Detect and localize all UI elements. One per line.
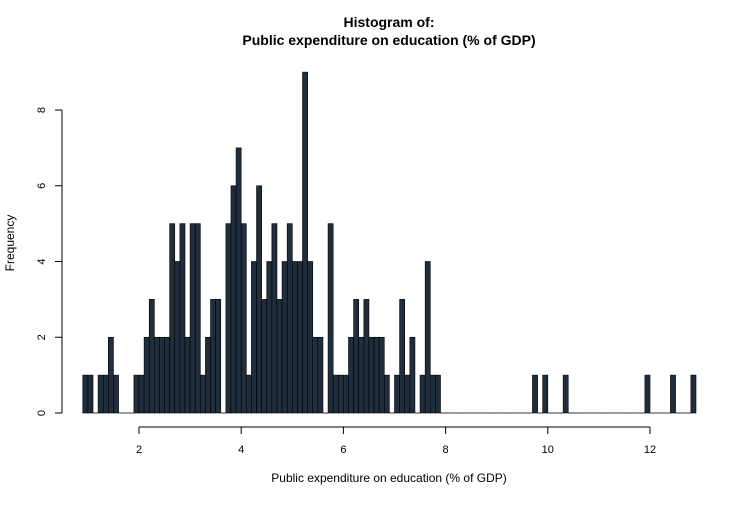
histogram-bar: [562, 374, 569, 414]
y-tick-label: 8: [36, 107, 48, 113]
histogram-bar: [240, 223, 247, 414]
histogram-bar: [87, 374, 94, 414]
histogram-bar: [138, 374, 145, 414]
histogram-bar: [312, 336, 319, 414]
histogram-bar: [261, 299, 268, 414]
histogram-bar: [317, 336, 324, 414]
histogram-bar: [200, 374, 206, 414]
histogram-bar: [644, 374, 651, 414]
histogram-bar: [363, 299, 370, 414]
histogram-bar: [235, 147, 242, 414]
histogram-bar: [690, 374, 697, 414]
histogram-bar: [358, 336, 365, 414]
y-axis: 0 2 4 6 8: [36, 107, 63, 416]
histogram-bar: [276, 299, 283, 414]
histogram-bar: [353, 299, 360, 414]
histogram-bar: [337, 374, 344, 414]
histogram-bar: [286, 223, 293, 414]
histogram-bar: [302, 71, 308, 414]
histogram-bar: [230, 185, 237, 414]
x-tick-label: 8: [443, 444, 449, 456]
histogram-bar: [189, 223, 196, 414]
chart-title-line2: Public expenditure on education (% of GD…: [242, 32, 535, 48]
histogram-bar: [174, 261, 181, 414]
histogram-bar: [409, 336, 416, 414]
histogram-bar: [368, 336, 375, 414]
histogram-bar: [148, 299, 155, 414]
chart-title-line1: Histogram of:: [344, 14, 435, 30]
histogram-bar: [184, 336, 191, 414]
x-axis: 2 4 6 8 10 12: [136, 426, 656, 456]
y-tick-label: 6: [36, 183, 48, 189]
histogram-bar: [169, 223, 176, 414]
histogram-bar: [246, 374, 252, 414]
histogram-bar: [102, 374, 109, 414]
x-tick-label: 2: [136, 444, 142, 456]
histogram-bar: [225, 223, 232, 414]
histogram-bar: [82, 374, 89, 414]
histogram-bar: [297, 261, 303, 414]
histogram-bar: [154, 336, 160, 414]
histogram-bar: [215, 299, 222, 414]
histogram-bar: [256, 185, 262, 414]
y-tick-label: 4: [36, 258, 48, 264]
histogram-bar: [348, 336, 354, 414]
histogram-bar: [373, 336, 380, 414]
histogram-bar: [266, 261, 273, 414]
histogram-bar: [179, 223, 186, 414]
histogram-bar: [670, 374, 676, 414]
histogram-bar: [424, 261, 431, 414]
histogram-bar: [108, 336, 114, 414]
histogram-bar: [205, 336, 211, 414]
histogram-bar: [429, 374, 436, 414]
histogram-bar: [194, 223, 201, 414]
histogram-bar: [542, 374, 549, 414]
histogram-bar: [532, 374, 538, 414]
histogram-bar: [435, 374, 441, 414]
y-axis-label: Frequency: [3, 215, 17, 272]
histogram-bar: [404, 374, 411, 414]
histogram-bar: [97, 374, 104, 414]
y-tick-label: 0: [36, 410, 48, 416]
histogram-bar: [210, 299, 216, 414]
y-tick-label: 2: [36, 334, 48, 340]
histogram-bar: [399, 299, 406, 414]
histogram-bar: [281, 261, 288, 414]
histogram-bar: [113, 374, 119, 414]
x-tick-label: 10: [542, 444, 554, 456]
histogram-bar: [419, 374, 426, 414]
histogram-bar: [394, 374, 400, 414]
x-axis-label: Public expenditure on education (% of GD…: [271, 471, 506, 485]
x-tick-label: 12: [644, 444, 656, 456]
histogram-bar: [332, 374, 339, 414]
histogram-bar: [378, 336, 385, 414]
histogram-bar: [143, 336, 150, 414]
x-tick-label: 4: [238, 444, 244, 456]
histogram-bar: [271, 223, 278, 414]
histogram-bar: [291, 261, 298, 414]
histogram-bar: [343, 374, 349, 414]
histogram-bar: [133, 374, 140, 414]
histogram-bar: [251, 261, 257, 414]
histogram-bar: [164, 336, 170, 414]
histogram-bar: [307, 261, 314, 414]
histogram-bar: [159, 336, 165, 414]
histogram-bar: [327, 223, 334, 414]
histogram-bar: [383, 374, 390, 414]
x-tick-label: 6: [340, 444, 346, 456]
histogram-bars: [82, 71, 697, 414]
